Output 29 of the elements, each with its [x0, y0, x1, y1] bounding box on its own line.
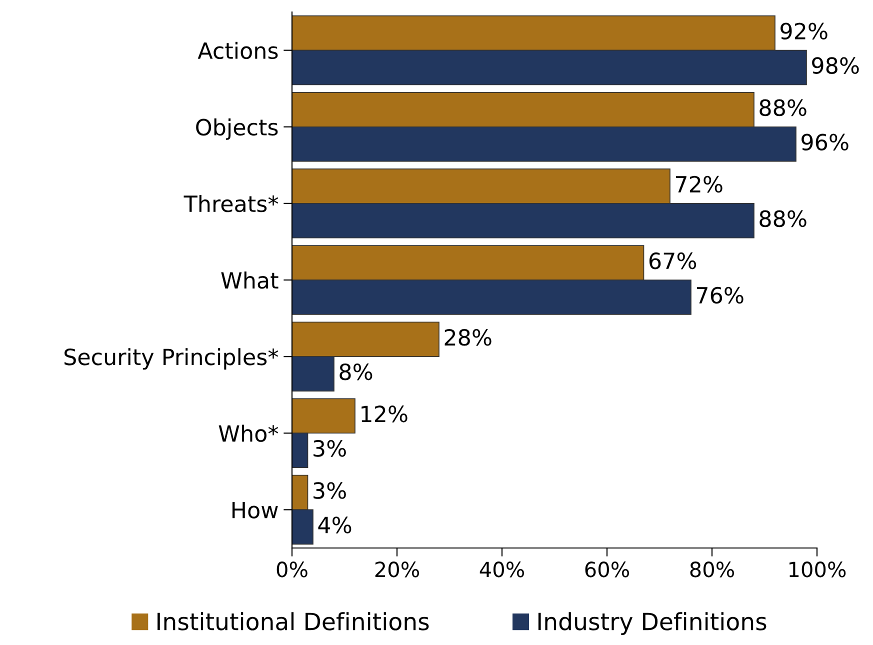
y-tick-label: What [221, 272, 278, 289]
data-label: 76% [696, 286, 744, 304]
x-tick-label: 40% [480, 562, 524, 578]
data-label: 28% [444, 328, 492, 346]
y-tick-label: Who* [218, 424, 278, 442]
data-label: 96% [802, 134, 848, 151]
data-label: 88% [760, 210, 806, 228]
x-tick-label: 0% [276, 562, 308, 578]
data-label: 3% [314, 482, 346, 499]
y-tick-label: How [232, 502, 278, 518]
x-tick-label: 80% [690, 562, 734, 578]
data-label: 72% [676, 176, 722, 193]
y-tick-label: Actions [198, 42, 278, 60]
data-label: 98% [812, 57, 859, 74]
y-tick-label: Objects [196, 118, 278, 140]
legend-label: Institutional Definitions [158, 612, 429, 630]
x-tick-label: 100% [790, 562, 846, 578]
data-label: 12% [362, 406, 408, 422]
data-label: 92% [780, 22, 828, 40]
y-tick-label: Security Principles* [64, 348, 278, 370]
data-label: 67% [649, 252, 696, 270]
y-tick-label: Threats* [184, 194, 278, 212]
x-tick-label: 20% [375, 562, 420, 578]
data-label: 8% [340, 363, 372, 380]
data-label: 3% [314, 440, 346, 457]
data-label: 88% [760, 99, 806, 116]
x-tick-label: 60% [585, 562, 630, 578]
data-label: 4% [318, 516, 352, 534]
legend-label: Industry Definitions [538, 612, 766, 635]
